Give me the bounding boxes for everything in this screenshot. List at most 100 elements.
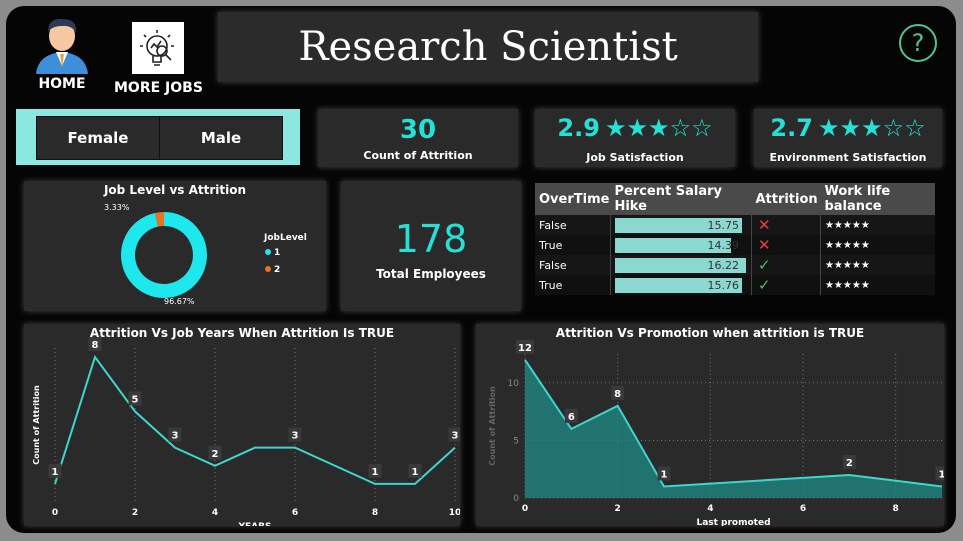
cell-overtime: True [535,275,611,295]
y-tick-label: 0 [513,494,519,504]
cell-overtime: False [535,255,611,275]
data-label: 6 [564,408,578,423]
data-label-text: 3 [452,431,459,442]
more-jobs-nav-button[interactable]: MORE JOBS [114,22,203,96]
help-icon[interactable]: ? [899,24,937,62]
data-label-bg [935,466,944,481]
data-label-bg [842,454,856,469]
col-header-overtime[interactable]: OverTime [535,183,611,215]
data-label-text: 6 [568,412,575,423]
page-title: Research Scientist [218,12,758,82]
cell-salary-hike: 15.76 [610,275,752,295]
legend-label-1: 1 [274,248,280,258]
data-label-text: 8 [92,340,99,351]
x-axis-label: Last promoted [696,518,770,526]
work-life-stars-icon: ★★★★★ [824,239,870,251]
x-axis-label: YEARS [237,522,271,526]
work-life-stars-icon: ★★★★★ [824,259,870,271]
data-label-bg [288,427,302,442]
table-row[interactable]: False 16.22 ✓ ★★★★★ [535,255,935,275]
female-button[interactable]: Female [36,116,160,160]
table-header-row: OverTime Percent Salary Hike Attrition W… [535,183,935,215]
data-label-text: 12 [518,343,532,354]
series-line[interactable] [524,359,943,488]
environment-satisfaction-value: 2.7 [770,114,813,142]
data-label-bg [516,339,534,354]
series-line[interactable] [54,354,456,485]
work-life-stars-icon: ★★★★★ [824,219,870,231]
salary-hike-bar [614,217,742,233]
data-label-bg [88,337,102,352]
x-tick-label: 4 [212,508,218,518]
data-label: 2 [208,445,222,460]
person-avatar-icon [36,18,88,74]
data-label-bg [128,391,142,406]
table-row[interactable]: True 14.39 ✕ ★★★★★ [535,235,935,255]
table-row[interactable]: False 15.75 ✕ ★★★★★ [535,215,935,235]
col-header-salary-hike[interactable]: Percent Salary Hike [610,183,752,215]
job-years-line-chart-card: Attrition Vs Job Years When Attrition Is… [24,324,460,526]
attrition-count-card: 30 Count of Attrition [318,109,518,167]
home-nav-button[interactable]: HOME [32,16,92,92]
x-tick-label: 6 [800,504,806,514]
more-jobs-label: MORE JOBS [114,80,203,96]
data-label-text: 1 [412,467,419,478]
data-label: 3 [448,427,460,442]
y-tick-label: 5 [513,436,519,446]
x-tick-label: 2 [615,504,621,514]
x-tick-label: 8 [893,504,899,514]
environment-satisfaction-card: 2.7 ★★★☆☆ Environment Satisfaction [754,109,942,167]
data-label-text: 1 [52,467,59,478]
salary-hike-value: 15.75 [707,218,739,232]
x-tick-label: 0 [522,504,528,514]
data-label: 5 [128,391,142,406]
job-satisfaction-stars-icon: ★★★☆☆ [605,114,713,142]
donut-legend-title: JobLevel [263,233,307,243]
data-label-text: 1 [939,469,944,480]
col-header-attrition[interactable]: Attrition [751,183,821,215]
x-tick-label: 10 [449,508,460,518]
data-label: 1 [408,463,422,478]
col-header-work-life-balance[interactable]: Work life balance [820,183,935,215]
gender-slicer: Female Male [16,109,300,165]
male-button[interactable]: Male [159,116,283,160]
donut-slice-1[interactable] [121,212,207,298]
data-label-bg [611,385,625,400]
data-label-text: 3 [172,431,179,442]
area-chart-title: Attrition Vs Promotion when attrition is… [555,326,865,340]
job-level-donut-card: Job Level vs Attrition 96.67% 3.33% JobL… [24,181,326,311]
dashboard-frame: HOME MORE JOBS Research Scientist ? Fema… [6,6,956,533]
y-axis-label: Count of Attrition [488,386,497,466]
job-satisfaction-value: 2.9 [557,114,600,142]
data-label: 3 [288,427,302,442]
promotion-area-chart-card: Attrition Vs Promotion when attrition is… [476,324,944,526]
attrition-count-value: 30 [399,115,437,145]
data-label-text: 2 [846,458,853,469]
data-label: 8 [611,385,625,400]
data-label-text: 3 [292,431,299,442]
salary-table: OverTime Percent Salary Hike Attrition W… [535,183,935,295]
donut-chart: 96.67% 3.33% JobLevel 1 2 [104,203,307,306]
cell-overtime: False [535,215,611,235]
data-label-text: 1 [661,469,668,480]
line-chart-title: Attrition Vs Job Years When Attrition Is… [89,326,395,340]
data-label-text: 8 [614,389,621,400]
x-tick-label: 8 [372,508,378,518]
salary-hike-bar [614,237,732,253]
data-label-bg [168,427,182,442]
cell-salary-hike: 14.39 [610,235,752,255]
donut-slice-label-1: 96.67% [164,297,195,306]
salary-hike-value: 16.22 [707,258,739,272]
data-label: 1 [657,466,671,481]
table-row[interactable]: True 15.76 ✓ ★★★★★ [535,275,935,295]
cell-salary-hike: 15.75 [610,215,752,235]
y-axis-label: Count of Attrition [32,385,41,465]
cell-salary-hike: 16.22 [610,255,752,275]
donut-slice-2[interactable] [155,212,165,227]
salary-hike-value: 15.76 [707,278,739,292]
data-label: 8 [88,337,102,352]
data-label-bg [448,427,460,442]
x-tick-label: 4 [707,504,713,514]
salary-hike-bar [614,277,742,293]
